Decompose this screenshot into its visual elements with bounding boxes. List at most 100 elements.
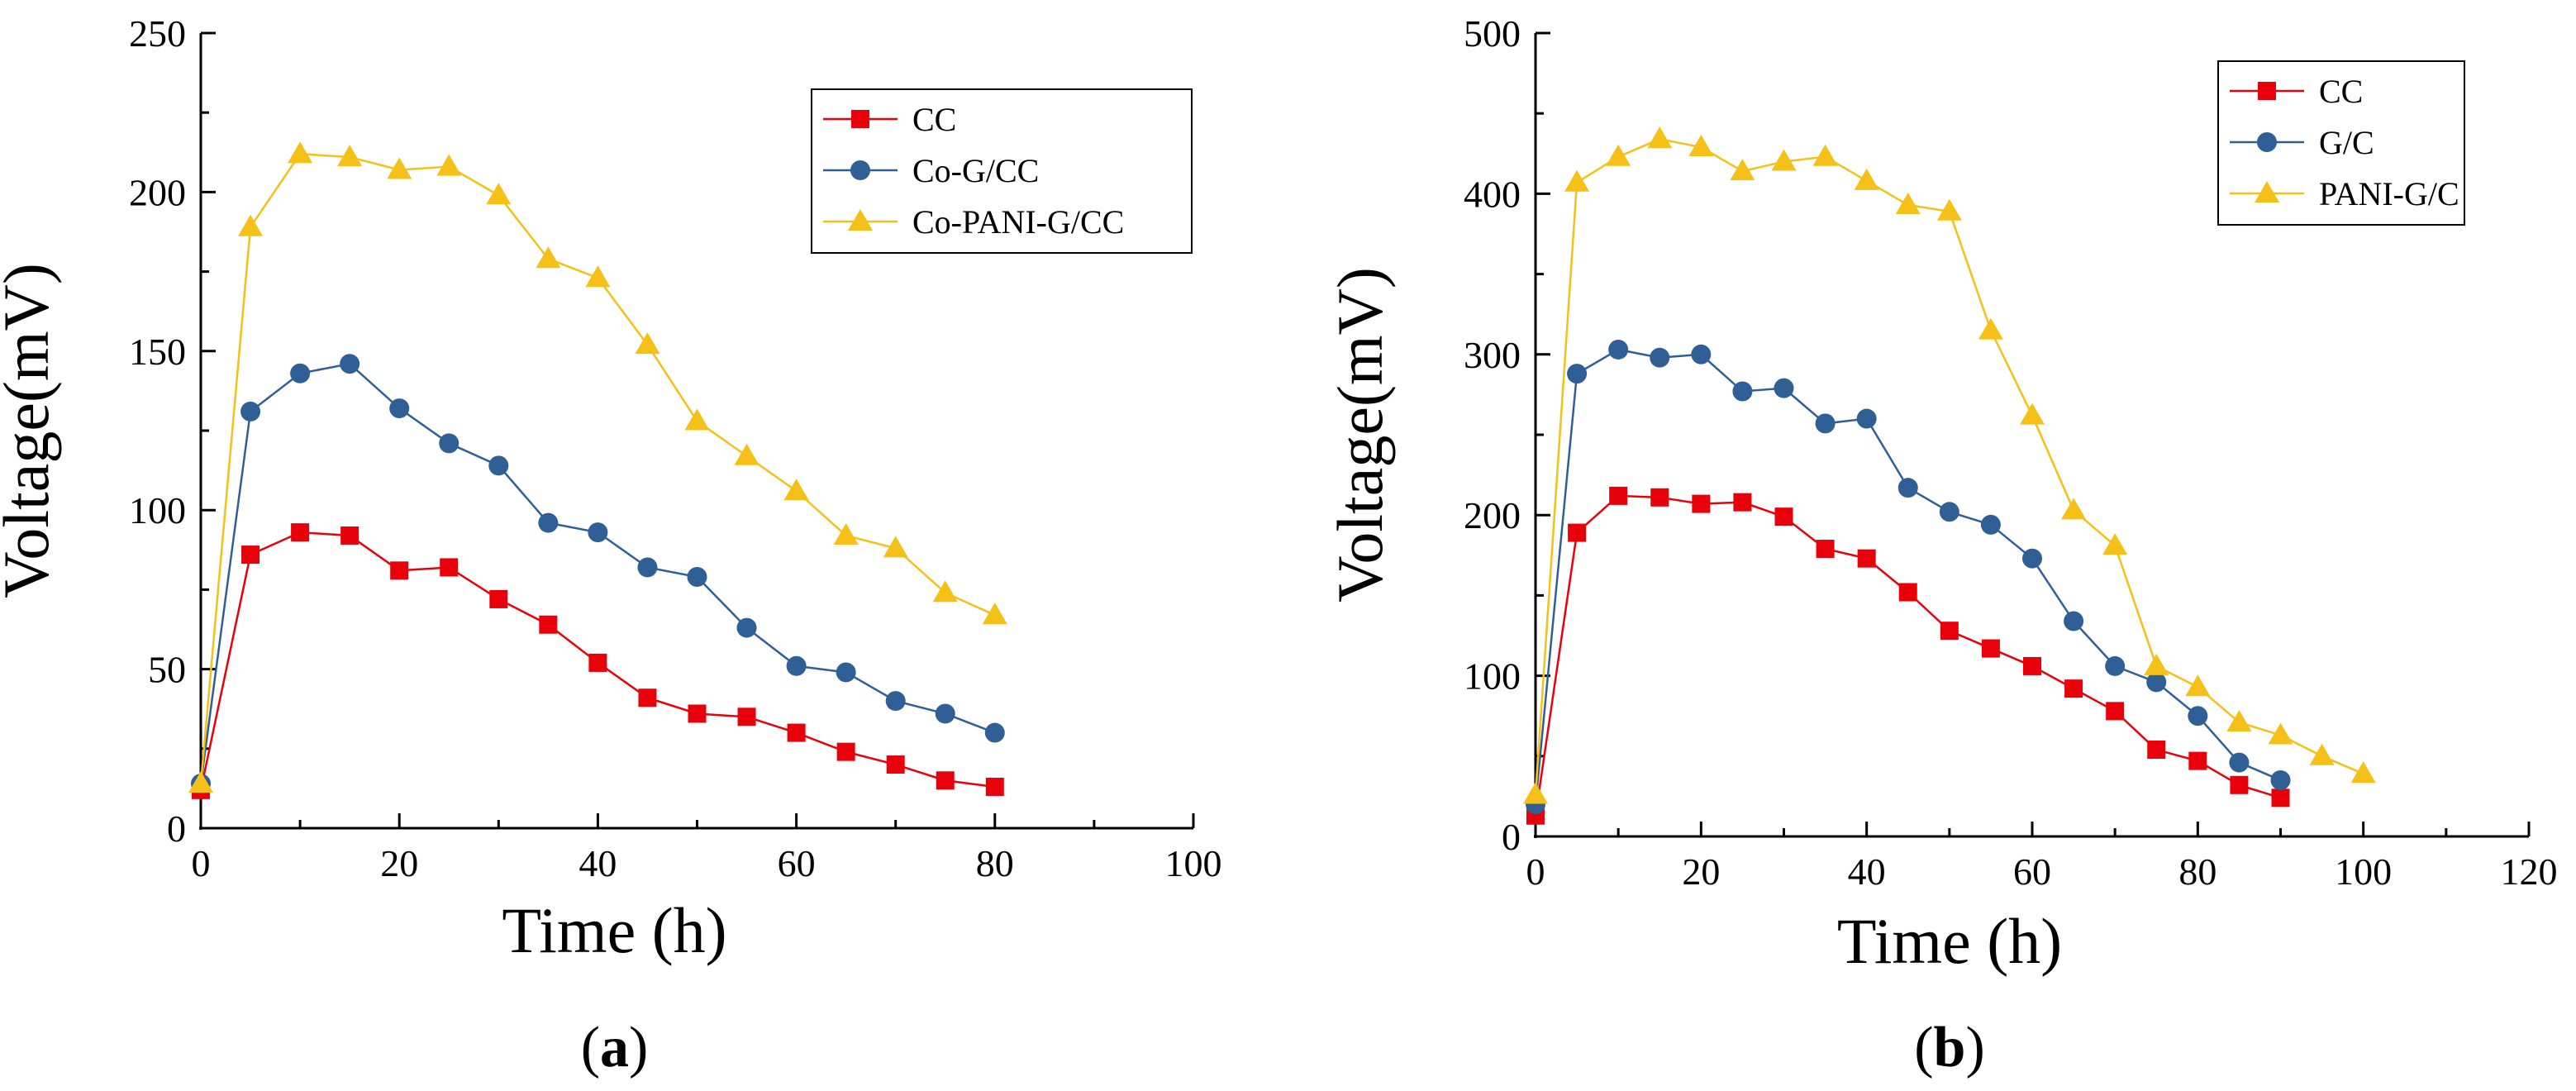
y-tick-label: 200 xyxy=(129,171,186,213)
data-point-PANI-G/C xyxy=(1936,198,1962,221)
panel-label: (a) xyxy=(581,1016,649,1079)
data-point-CC xyxy=(1609,486,1628,505)
data-point-CC xyxy=(2271,788,2290,808)
legend-label: PANI-G/C xyxy=(2319,175,2459,212)
data-point-Co-PANI-G/CC xyxy=(288,141,313,164)
data-point-G/C xyxy=(2146,672,2167,693)
data-point-Co-G/CC xyxy=(836,662,856,683)
x-tick-label: 40 xyxy=(1848,850,1886,893)
x-tick-label: 80 xyxy=(2178,850,2217,893)
chart-panel-a: 0 50 100 150 200 250 0 20 40 60 80 100 Voltage(mV) Ti… xyxy=(0,12,1222,1079)
data-point-CC xyxy=(241,546,260,565)
data-point-CC xyxy=(638,688,657,707)
data-point-PANI-G/C xyxy=(2061,498,2087,520)
data-point-CC xyxy=(1981,639,2000,658)
data-point-CC xyxy=(1774,507,1793,526)
legend-swatch-marker xyxy=(850,160,870,180)
data-point-Co-G/CC xyxy=(786,655,807,676)
x-axis-title: Time (h) xyxy=(1837,905,2062,977)
x-tick-label: 80 xyxy=(976,842,1014,884)
data-point-G/C xyxy=(1732,381,1753,402)
data-point-Co-PANI-G/CC xyxy=(833,522,859,545)
data-point-CC xyxy=(886,755,905,774)
data-point-CC xyxy=(291,523,310,542)
data-point-Co-G/CC xyxy=(588,522,608,543)
data-point-PANI-G/C xyxy=(1771,149,1797,171)
data-point-Co-G/CC xyxy=(538,512,559,533)
x-tick-label: 20 xyxy=(380,842,418,884)
data-point-Co-PANI-G/CC xyxy=(932,580,958,603)
data-point-PANI-G/C xyxy=(2185,674,2211,697)
legend-swatch-marker xyxy=(2257,132,2277,152)
x-axis-title: Time (h) xyxy=(502,894,726,966)
series-line-CC xyxy=(1534,494,2281,816)
legend-swatch-marker xyxy=(2255,181,2279,202)
data-point-Co-PANI-G/CC xyxy=(734,443,759,465)
data-point-CC xyxy=(1733,493,1752,512)
data-point-PANI-G/C xyxy=(1606,144,1631,166)
x-tick-label: 20 xyxy=(1682,850,1720,893)
series-line-PANI-G/C xyxy=(1534,138,2364,795)
data-point-CC xyxy=(1568,523,1587,542)
data-point-PANI-G/C xyxy=(2309,743,2335,765)
data-point-PANI-G/C xyxy=(2144,653,2169,675)
data-point-Co-G/CC xyxy=(984,722,1005,743)
x-tick-label: 0 xyxy=(192,842,211,884)
x-tick-label: 40 xyxy=(579,842,617,884)
data-point-Co-G/CC xyxy=(637,557,658,578)
data-point-G/C xyxy=(1897,478,1918,498)
data-point-Co-PANI-G/CC xyxy=(337,145,363,167)
data-point-Co-G/CC xyxy=(885,691,906,712)
data-point-CC xyxy=(1650,488,1669,507)
data-point-Co-G/CC xyxy=(340,354,360,374)
y-tick-label: 0 xyxy=(1502,816,1521,858)
data-point-G/C xyxy=(2064,611,2084,631)
data-point-Co-PANI-G/CC xyxy=(536,246,561,269)
data-point-G/C xyxy=(1774,378,1794,398)
data-point-CC xyxy=(2188,751,2207,770)
data-point-PANI-G/C xyxy=(1895,193,1921,215)
data-point-CC xyxy=(1692,494,1711,513)
panel-label: (b) xyxy=(1914,1016,1985,1079)
data-point-PANI-G/C xyxy=(1523,782,1548,804)
data-point-Co-PANI-G/CC xyxy=(238,214,264,236)
legend-label: CC xyxy=(2319,73,2363,110)
data-point-CC xyxy=(737,707,756,727)
data-point-G/C xyxy=(1980,514,2001,535)
data-point-G/C xyxy=(2188,706,2208,727)
data-point-G/C xyxy=(1650,347,1670,368)
data-point-PANI-G/C xyxy=(2268,722,2293,745)
data-point-Co-PANI-G/CC xyxy=(783,479,809,501)
data-point-Co-G/CC xyxy=(240,401,261,422)
chart-panel-b: 0 100 200 300 400 500 0 20 40 60 80 100 120 Voltage(m… xyxy=(1324,12,2558,1079)
data-point-PANI-G/C xyxy=(1978,317,2003,340)
data-point-CC xyxy=(787,723,806,742)
legend-label: CC xyxy=(912,101,956,138)
data-point-CC xyxy=(985,777,1004,796)
data-point-Co-G/CC xyxy=(488,455,509,476)
data-point-CC xyxy=(539,615,558,634)
legend-swatch-marker xyxy=(851,110,869,128)
data-point-Co-G/CC xyxy=(290,363,311,384)
data-point-PANI-G/C xyxy=(1564,169,1590,192)
y-tick-label: 100 xyxy=(129,489,186,531)
data-point-CC xyxy=(836,742,855,761)
data-point-G/C xyxy=(1567,364,1588,384)
data-point-Co-G/CC xyxy=(935,703,955,724)
data-point-CC xyxy=(1898,583,1917,602)
data-point-Co-G/CC xyxy=(439,433,459,454)
data-point-G/C xyxy=(1691,344,1712,364)
y-tick-label: 500 xyxy=(1464,12,1521,55)
legend-label: Co-G/CC xyxy=(912,152,1039,189)
data-point-CC xyxy=(588,653,607,672)
y-tick-label: 0 xyxy=(167,808,186,850)
x-tick-label: 120 xyxy=(2501,850,2558,893)
y-tick-label: 250 xyxy=(129,12,186,55)
y-tick-label: 150 xyxy=(129,331,186,373)
legend-label: G/C xyxy=(2319,124,2374,161)
data-point-Co-PANI-G/CC xyxy=(883,536,908,558)
data-point-PANI-G/C xyxy=(1647,126,1673,149)
data-point-G/C xyxy=(2229,752,2250,773)
data-point-PANI-G/C xyxy=(1854,168,1879,190)
data-point-CC xyxy=(440,558,459,577)
